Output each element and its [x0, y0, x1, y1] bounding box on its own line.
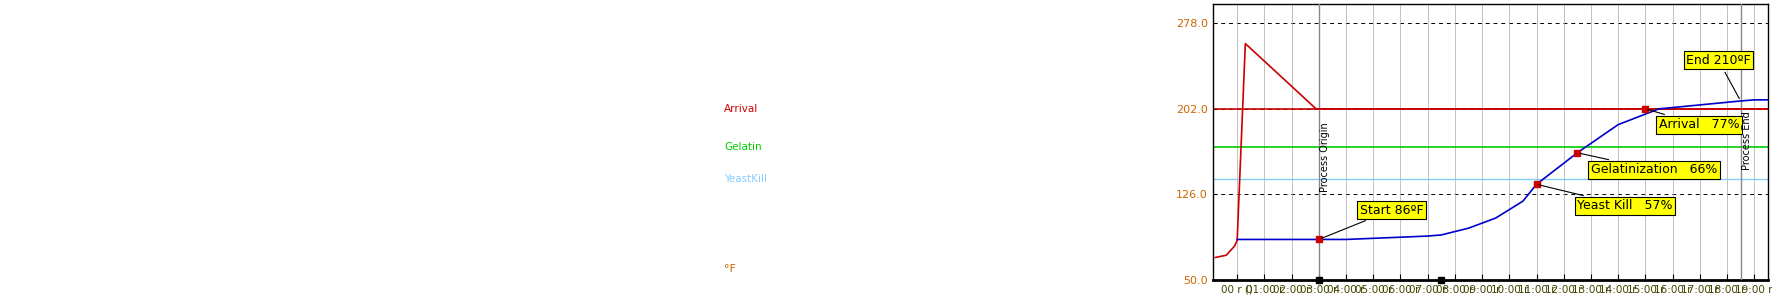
Text: Yeast Kill   57%: Yeast Kill 57%: [1540, 185, 1673, 212]
Text: YeastKill: YeastKill: [725, 174, 767, 184]
Text: Arrival   77%: Arrival 77%: [1648, 110, 1740, 131]
Text: Gelatinization   66%: Gelatinization 66%: [1581, 153, 1717, 176]
Text: Arrival: Arrival: [725, 104, 758, 114]
Text: °F: °F: [725, 264, 735, 274]
Text: End 210ºF: End 210ºF: [1687, 54, 1751, 99]
Text: Process Origin: Process Origin: [1320, 122, 1331, 192]
Text: Process End: Process End: [1742, 111, 1753, 170]
Text: Start 86ºF: Start 86ºF: [1322, 204, 1423, 238]
Text: Gelatin: Gelatin: [725, 142, 762, 152]
